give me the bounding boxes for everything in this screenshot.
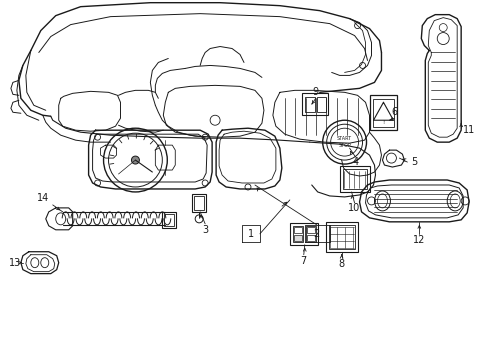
Bar — [316, 97, 325, 112]
Text: START: START — [336, 136, 351, 141]
Bar — [293, 227, 301, 233]
Text: 1: 1 — [247, 229, 254, 239]
Bar — [342, 169, 366, 189]
Text: STOP: STOP — [338, 143, 350, 148]
Bar — [325, 222, 357, 252]
Bar — [192, 194, 206, 212]
Text: 10: 10 — [348, 203, 360, 213]
Bar — [306, 235, 314, 241]
Text: 6: 6 — [390, 107, 397, 117]
Bar — [164, 214, 174, 226]
Text: 11: 11 — [462, 125, 474, 135]
Text: 4: 4 — [352, 157, 358, 167]
Ellipse shape — [131, 156, 139, 164]
Text: 8: 8 — [338, 259, 344, 269]
Bar — [304, 97, 314, 112]
Bar — [292, 226, 302, 242]
Bar — [306, 227, 314, 233]
Bar — [328, 225, 354, 249]
Bar — [289, 223, 317, 245]
Text: !: ! — [382, 120, 384, 125]
Text: 5: 5 — [410, 157, 417, 167]
Text: 13: 13 — [9, 258, 21, 268]
Bar — [293, 235, 301, 241]
Text: 9: 9 — [312, 87, 318, 97]
Text: 3: 3 — [202, 225, 208, 235]
Bar — [305, 226, 315, 242]
Bar — [301, 93, 327, 115]
Text: 7: 7 — [300, 256, 306, 266]
Bar — [339, 166, 369, 192]
Bar — [162, 212, 176, 228]
Bar — [194, 196, 203, 210]
Text: 12: 12 — [412, 235, 425, 245]
Text: 14: 14 — [37, 193, 49, 203]
Bar — [369, 95, 397, 130]
Bar — [372, 99, 394, 127]
Text: 2: 2 — [313, 229, 319, 239]
